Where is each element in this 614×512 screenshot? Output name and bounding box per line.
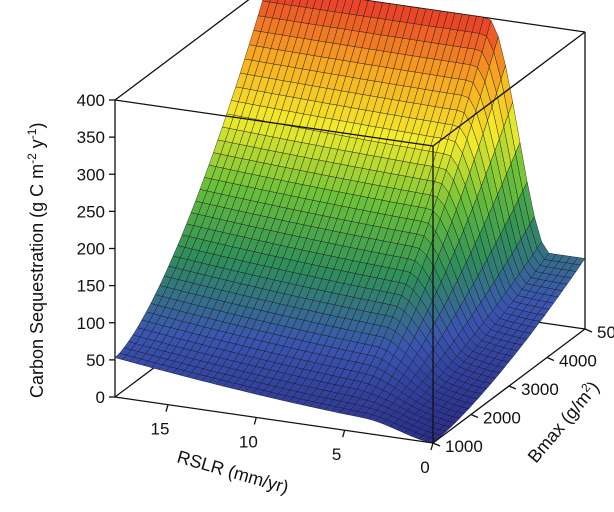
z-tick-label: 0	[96, 388, 105, 407]
y-tick-mark	[508, 385, 517, 390]
y-axis-ticks: 10002000300040005000	[432, 323, 614, 456]
z-axis-title-mid: y	[27, 139, 47, 153]
x-tick-label: 10	[239, 432, 258, 451]
z-axis-ticks: 0 50 100 150 200 250 300 350 400	[77, 91, 115, 407]
y-tick-label: 4000	[559, 352, 597, 371]
z-axis-title-main: Carbon Sequestration (g C m	[27, 164, 47, 398]
z-tick-label: 150	[77, 277, 105, 296]
y-tick-label: 3000	[521, 380, 559, 399]
x-tick-mark	[430, 442, 434, 451]
x-tick-label: 5	[332, 445, 341, 464]
z-tick-label: 350	[77, 128, 105, 147]
z-axis-title-end: )	[27, 123, 47, 129]
z-tick-label: 50	[86, 351, 105, 370]
x-tick-label: 0	[420, 458, 429, 477]
y-tick-mark	[584, 328, 593, 333]
x-tick-mark	[342, 430, 346, 438]
z-axis-title-sup1: -2	[25, 153, 39, 164]
top-edge-front	[114, 99, 434, 147]
y-tick-mark	[470, 413, 479, 419]
x-axis-title: RSLR (mm/yr)	[175, 447, 291, 498]
x-tick-mark	[165, 404, 169, 412]
z-tick-label: 100	[77, 314, 105, 333]
z-axis-title: Carbon Sequestration (g C m-2 y-1)	[25, 123, 47, 398]
y-tick-label: 1000	[445, 437, 483, 456]
surface-mesh	[114, 0, 586, 444]
top-edge-left	[114, 0, 250, 101]
top-edge-right	[432, 31, 586, 147]
z-tick-label: 300	[77, 165, 105, 184]
z-tick-label: 200	[77, 240, 105, 259]
x-tick-mark	[253, 417, 257, 425]
y-tick-label: 2000	[483, 409, 521, 428]
x-tick-label: 15	[151, 420, 170, 439]
y-tick-mark	[546, 356, 555, 362]
z-axis-title-sup2: -1	[25, 128, 39, 139]
z-tick-label: 400	[77, 91, 105, 110]
z-tick-label: 250	[77, 202, 105, 221]
x-axis-ticks: 15 10 5 0	[151, 404, 434, 477]
y-tick-label: 5000	[597, 323, 614, 342]
y-tick-mark	[432, 442, 441, 447]
